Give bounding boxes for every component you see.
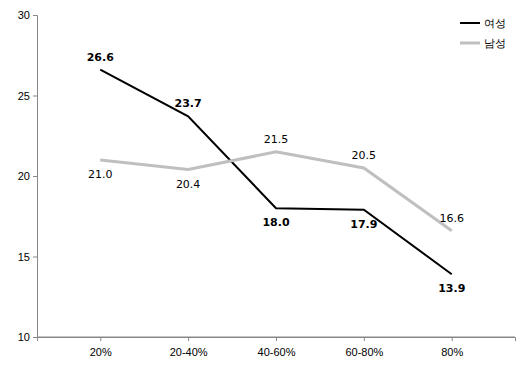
y-tick-label: 25 — [18, 90, 30, 102]
x-tick: 60-80% — [345, 337, 383, 358]
x-axis-baseline — [37, 337, 515, 338]
data-label: 18.0 — [262, 216, 289, 229]
data-labels: 26.6 23.7 18.0 17.9 13.9 21.0 20.4 21.5 20.5 16.6 — [87, 51, 466, 295]
legend-label: 남성 — [484, 37, 506, 50]
data-label: 20.4 — [176, 178, 201, 191]
data-label: 21.5 — [264, 133, 289, 146]
data-label: 16.6 — [439, 212, 464, 225]
series-line — [100, 152, 451, 231]
x-tick: 20-40% — [170, 337, 208, 358]
x-tick-mark — [364, 337, 365, 341]
x-tick-label: 40-60% — [258, 346, 296, 358]
data-label: 23.7 — [175, 97, 202, 110]
x-tick-mark — [276, 337, 277, 341]
legend-swatch — [460, 42, 480, 45]
x-tick-mark — [452, 337, 453, 341]
data-label: 26.6 — [87, 51, 114, 64]
y-tick-mark — [33, 15, 37, 16]
data-label: 13.9 — [438, 282, 465, 295]
y-tick-mark — [33, 176, 37, 177]
y-tick: 10 — [18, 331, 37, 343]
legend-label: 여성 — [484, 17, 506, 30]
x-tick-label: 60-80% — [345, 346, 383, 358]
series-line — [100, 70, 451, 274]
y-tick-label: 10 — [18, 331, 30, 343]
legend: 여성남성 — [460, 17, 506, 50]
y-tick: 20 — [18, 170, 37, 182]
y-tick: 25 — [18, 90, 37, 102]
chart: 10 15 20 25 30 20% 20-40% 40-60% 60-80% 80% 26.6 23… — [0, 0, 530, 370]
y-tick-label: 15 — [18, 251, 30, 263]
x-tick: 80% — [441, 337, 463, 358]
y-tick-label: 20 — [18, 170, 30, 182]
y-tick-mark — [33, 96, 37, 97]
data-label: 21.0 — [88, 168, 113, 181]
legend-item: 여성 — [460, 17, 506, 30]
x-tick: 40-60% — [258, 337, 296, 358]
x-tick-label: 80% — [441, 346, 463, 358]
plot-area — [100, 70, 451, 274]
x-tick-mark — [188, 337, 189, 341]
y-axis-line — [33, 16, 38, 338]
legend-item: 남성 — [460, 37, 506, 50]
y-tick: 15 — [18, 251, 37, 263]
y-tick-label: 30 — [18, 9, 30, 21]
data-label: 20.5 — [352, 149, 377, 162]
y-axis: 10 15 20 25 30 — [18, 9, 38, 343]
x-tick-mark — [100, 337, 101, 341]
y-tick: 30 — [18, 9, 37, 21]
y-tick-mark — [33, 337, 37, 338]
x-tick-label: 20% — [90, 346, 112, 358]
legend-swatch — [460, 22, 480, 24]
data-label: 17.9 — [350, 218, 377, 231]
x-axis-line — [38, 338, 516, 342]
y-tick-mark — [33, 257, 37, 258]
x-axis: 20% 20-40% 40-60% 60-80% 80% — [37, 337, 516, 358]
x-tick: 20% — [90, 337, 112, 358]
x-tick-label: 20-40% — [170, 346, 208, 358]
